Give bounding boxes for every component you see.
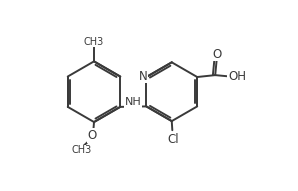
Text: O: O bbox=[88, 129, 97, 142]
Text: CH3: CH3 bbox=[84, 37, 104, 47]
Text: N: N bbox=[139, 70, 147, 83]
Text: O: O bbox=[212, 48, 222, 61]
Text: OH: OH bbox=[228, 70, 246, 83]
Text: NH: NH bbox=[125, 97, 142, 107]
Text: Cl: Cl bbox=[167, 133, 179, 146]
Text: CH3: CH3 bbox=[71, 146, 91, 155]
